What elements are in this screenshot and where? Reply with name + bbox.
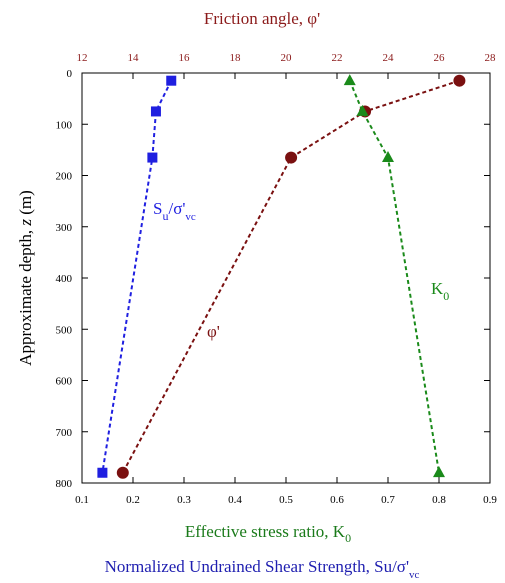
tick-marks <box>81 72 491 484</box>
x-tick-label: 0.6 <box>330 494 344 506</box>
su-point <box>166 75 177 86</box>
y-tick-label: 100 <box>56 119 73 131</box>
top-tick-label: 22 <box>332 52 343 64</box>
k0-point <box>343 74 356 86</box>
top-tick-label: 20 <box>281 52 293 64</box>
x-tick-label: 0.5 <box>279 494 293 506</box>
y-tick-label: 200 <box>56 171 73 183</box>
k0-point <box>433 466 445 478</box>
series-label-su: Su/σ'vc <box>153 199 196 223</box>
y-tick-label: 0 <box>67 68 73 80</box>
y-axis-title: Approximate depth, z (m) <box>16 190 35 366</box>
x-tick-label: 0.1 <box>75 494 89 506</box>
phi-point <box>453 74 466 87</box>
series-label-phi: φ' <box>207 322 220 341</box>
top-axis-tick-labels: 12 14 16 18 20 22 24 26 28 <box>77 52 497 64</box>
x-tick-label: 0.3 <box>177 494 191 506</box>
top-tick-label: 12 <box>77 52 88 64</box>
phi-point <box>285 151 298 164</box>
y-tick-label: 600 <box>56 376 73 388</box>
k0-point <box>356 104 369 116</box>
top-axis-title: Friction angle, φ' <box>204 9 320 28</box>
phi-series-line <box>121 79 460 474</box>
top-tick-label: 14 <box>128 52 140 64</box>
top-tick-label: 28 <box>485 52 497 64</box>
k0-point <box>382 150 394 162</box>
x-tick-label: 0.7 <box>381 494 395 506</box>
su-series-line <box>101 80 173 473</box>
series-label-k0: K0 <box>431 279 449 303</box>
su-point <box>150 106 161 117</box>
series-layer <box>97 74 466 479</box>
y-tick-label: 500 <box>56 324 73 336</box>
top-tick-label: 18 <box>230 52 242 64</box>
y-tick-label: 400 <box>56 273 73 285</box>
y-tick-label: 800 <box>56 478 73 490</box>
y-tick-label: 700 <box>56 427 73 439</box>
x-tick-label: 0.2 <box>126 494 140 506</box>
phi-point <box>116 466 129 479</box>
k0-series-line <box>348 80 440 473</box>
su-point <box>147 152 158 163</box>
y-tick-label: 300 <box>56 222 73 234</box>
top-tick-label: 16 <box>179 52 191 64</box>
su-point <box>97 467 108 478</box>
top-tick-label: 24 <box>383 52 395 64</box>
x-axis-title-k0: Effective stress ratio, K0 <box>185 522 351 545</box>
y-axis-tick-labels: 0 100 200 300 400 500 600 700 800 <box>56 68 73 490</box>
x-axis-tick-labels: 0.1 0.2 0.3 0.4 0.5 0.6 0.7 0.8 0.9 <box>75 494 497 506</box>
x-tick-label: 0.4 <box>228 494 242 506</box>
x-tick-label: 0.9 <box>483 494 497 506</box>
top-tick-label: 26 <box>434 52 446 64</box>
plot-frame <box>81 72 491 484</box>
x-tick-label: 0.8 <box>432 494 446 506</box>
x-axis-title-su: Normalized Undrained Shear Strength, Su/… <box>105 557 420 581</box>
